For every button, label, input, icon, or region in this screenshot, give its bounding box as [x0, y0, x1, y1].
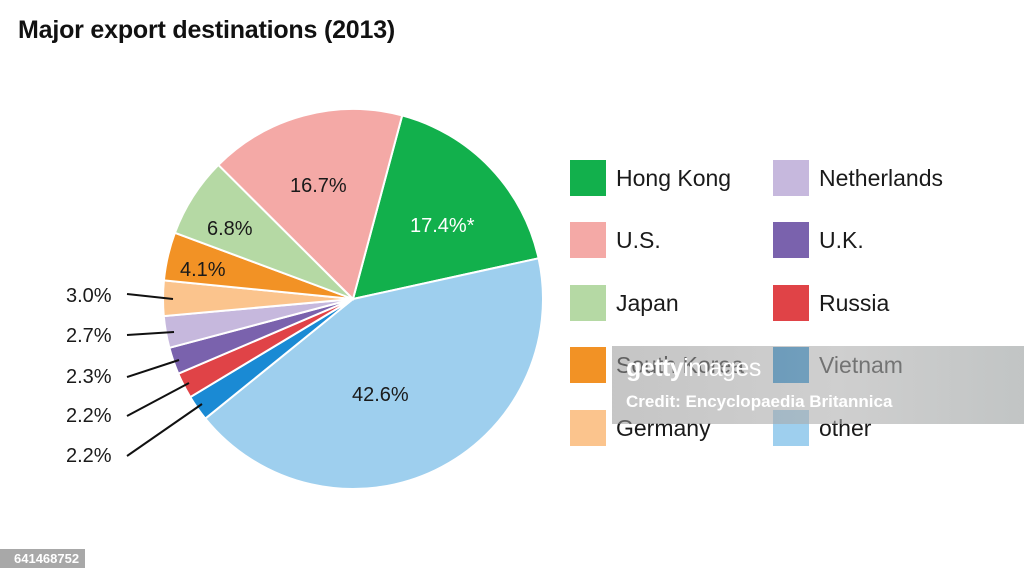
leader-line-russia: [126, 382, 190, 417]
legend-swatch: [570, 347, 606, 383]
legend-swatch: [570, 222, 606, 258]
legend-item-netherlands: Netherlands: [773, 160, 943, 196]
leader-line-vietnam: [126, 403, 203, 457]
slice-label-other: 42.6%: [352, 384, 409, 406]
legend-item-us: U.S.: [570, 222, 661, 258]
legend-label: Russia: [819, 289, 890, 316]
watermark-brand: gettyimages: [626, 354, 761, 383]
legend-item-hong-kong: Hong Kong: [570, 160, 731, 196]
watermark-brand-bold: getty: [626, 354, 684, 382]
leader-line-germany: [126, 293, 174, 300]
legend-swatch: [570, 410, 606, 446]
slice-label-japan: 6.8%: [207, 218, 253, 240]
leader-line-uk: [126, 359, 180, 378]
chart-title: Major export destinations (2013): [18, 16, 396, 44]
pie-slices: [162, 108, 544, 491]
legend-item-russia: Russia: [773, 285, 889, 321]
slice-label-us: 16.7%: [290, 175, 347, 197]
legend-item-japan: Japan: [570, 285, 679, 321]
legend-label: U.K.: [819, 226, 864, 253]
legend-swatch: [773, 160, 809, 196]
legend-swatch: [773, 285, 809, 321]
legend-swatch: [773, 222, 809, 258]
slice-label-germany: 3.0%: [66, 285, 112, 307]
legend-label: Japan: [616, 289, 679, 316]
pie-slice-other: [203, 257, 544, 491]
slice-label-south-korea: 4.1%: [180, 259, 226, 281]
slice-label-uk: 2.3%: [66, 366, 112, 388]
getty-watermark: gettyimages Credit: Encyclopaedia Britan…: [612, 346, 1024, 424]
watermark-credit: Credit: Encyclopaedia Britannica: [626, 392, 893, 411]
pie-slice-hong-kong: [351, 114, 540, 301]
legend-label: Hong Kong: [616, 164, 732, 191]
leader-line-netherlands: [126, 331, 175, 336]
slice-label-vietnam: 2.2%: [66, 445, 112, 467]
legend-swatch: [570, 285, 606, 321]
slice-label-netherlands: 2.7%: [66, 325, 112, 347]
slice-label-hong-kong: 17.4%*: [410, 215, 475, 237]
legend-item-uk: U.K.: [773, 222, 864, 258]
legend-label: U.S.: [616, 226, 661, 253]
image-id-badge: 641468752: [0, 549, 86, 568]
pie-slice-u-s: [216, 108, 404, 301]
legend-swatch: [570, 160, 606, 196]
watermark-brand-thin: images: [683, 354, 761, 382]
legend-label: Netherlands: [819, 164, 944, 191]
leader-lines: [126, 293, 203, 457]
slice-label-russia: 2.2%: [66, 405, 112, 427]
